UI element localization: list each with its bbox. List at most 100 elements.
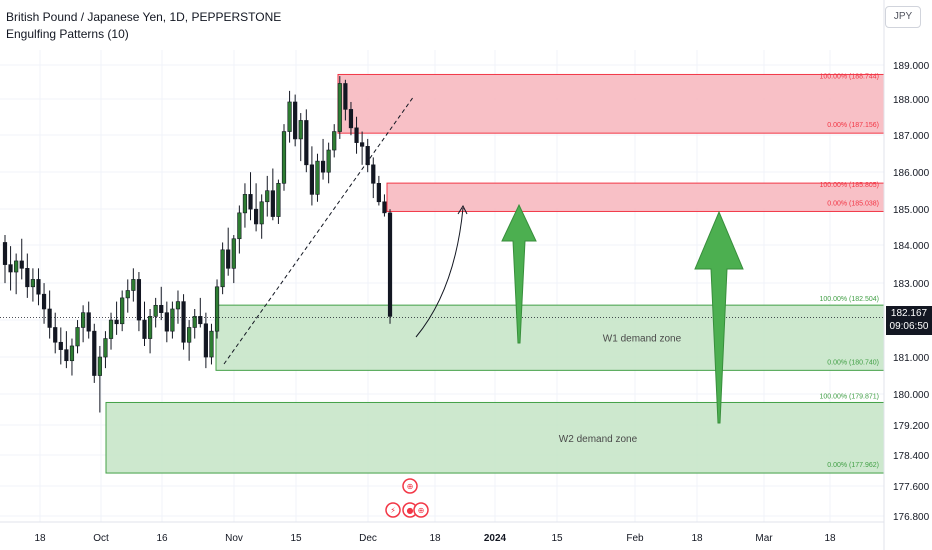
candle-bear <box>19 260 24 269</box>
y-tick-label: 178.400 <box>893 451 930 462</box>
x-tick-label: Oct <box>93 533 109 544</box>
zone-name-label: W2 demand zone <box>559 434 638 445</box>
event-lightning-icon-glyph: ⚡ <box>390 506 396 515</box>
candle-bull <box>192 316 197 328</box>
candle-bull <box>287 101 292 132</box>
candle-bear <box>309 164 315 195</box>
candle-bull <box>326 149 331 173</box>
demand-zone <box>215 304 885 371</box>
candle-bull <box>103 338 108 358</box>
x-tick-label: Feb <box>626 533 644 544</box>
candle-bull <box>69 345 75 362</box>
candle-bear <box>382 201 387 214</box>
candle-bull <box>125 290 130 299</box>
zone-name-label: W1 demand zone <box>603 334 682 345</box>
y-tick-label: 183.000 <box>893 279 930 290</box>
x-tick-label: 18 <box>429 533 441 544</box>
candle-bull <box>131 279 136 291</box>
symbol-title[interactable]: British Pound / Japanese Yen, 1D, PEPPER… <box>6 10 282 24</box>
y-tick-label: 187.000 <box>893 131 930 142</box>
event-flag-icon-2 <box>413 502 429 518</box>
y-tick-label: 189.000 <box>893 61 930 72</box>
x-tick-label: 15 <box>290 533 302 544</box>
currency-button[interactable]: JPY <box>885 6 921 28</box>
candle-bull <box>265 190 270 203</box>
curved-arrow <box>415 207 464 338</box>
candle-bear <box>159 304 164 313</box>
candle-bear <box>203 323 208 358</box>
event-flag-icon <box>402 478 418 494</box>
x-tick-label: 2024 <box>484 533 507 544</box>
supply-zone <box>386 182 885 212</box>
trend-line <box>223 95 415 365</box>
candle-bear <box>64 349 69 362</box>
zone-top-label: 100.00% (188.744) <box>819 73 879 80</box>
up-arrow-small <box>501 203 537 344</box>
y-tick-label: 185.000 <box>893 205 930 216</box>
candle-bear <box>226 249 231 269</box>
candle-bear <box>248 194 253 210</box>
demand-zone <box>105 401 885 474</box>
current-price-badge: 182.167 09:06:50 <box>886 306 932 335</box>
y-tick-label: 179.200 <box>893 421 930 432</box>
candle-bear <box>365 146 370 166</box>
event-lightning-icon <box>385 502 401 518</box>
y-tick-label: 181.000 <box>893 353 930 364</box>
candle-bull <box>81 312 86 328</box>
x-tick-label: 18 <box>824 533 836 544</box>
x-tick-label: Nov <box>225 533 243 544</box>
candle-bull <box>231 238 236 269</box>
x-tick-label: 18 <box>34 533 46 544</box>
y-tick-label: 176.800 <box>893 512 930 523</box>
candle-bear <box>181 301 186 343</box>
candle-bull <box>187 327 192 343</box>
candle-bear <box>320 160 326 173</box>
supply-zone <box>337 73 885 134</box>
candle-bear <box>92 330 97 376</box>
y-tick-label: 186.000 <box>893 168 930 179</box>
candle-bear <box>41 293 47 310</box>
y-tick-label: 177.600 <box>893 482 930 493</box>
candle-bear <box>142 319 147 339</box>
candle-bear <box>387 212 393 317</box>
candle-bull <box>298 120 303 140</box>
zone-bottom-label: 0.00% (187.156) <box>827 122 879 129</box>
zone-top-label: 100.00% (185.805) <box>819 182 879 189</box>
candle-bull <box>175 301 181 310</box>
candle-bear <box>304 120 309 166</box>
countdown-timer: 09:06:50 <box>889 321 929 332</box>
zone-top-label: 100.00% (179.871) <box>819 393 879 400</box>
candle-bull <box>242 194 248 214</box>
candle-bear <box>136 279 142 321</box>
candle-bear <box>58 341 63 350</box>
candle-bull <box>153 304 158 317</box>
candle-bull <box>276 182 281 217</box>
event-flag-icon-glyph: ⊕ <box>407 482 414 491</box>
candle-bull <box>259 201 264 225</box>
candle-bull <box>30 279 36 288</box>
candle-bear <box>8 264 13 273</box>
candle-bull <box>220 249 225 288</box>
candle-bull <box>332 131 337 151</box>
x-tick-label: Dec <box>359 533 377 544</box>
candle-bear <box>25 268 30 288</box>
zone-bottom-label: 0.00% (185.038) <box>827 200 879 207</box>
candle-bull <box>337 83 342 132</box>
candle-bear <box>53 327 58 343</box>
candle-bear <box>47 308 52 328</box>
y-tick-label: 188.000 <box>893 95 930 106</box>
indicator-label[interactable]: Engulfing Patterns (10) <box>6 27 129 41</box>
candle-bull <box>170 308 175 332</box>
candle-bull <box>315 160 320 195</box>
candle-bull <box>209 330 214 358</box>
candle-bear <box>36 279 41 295</box>
candle-bull <box>75 327 80 347</box>
curved-arrow-head <box>457 204 468 215</box>
candle-bear <box>270 190 275 217</box>
zone-bottom-label: 0.00% (177.962) <box>827 462 879 469</box>
candle-bear <box>354 127 359 143</box>
candle-bull <box>120 297 125 325</box>
candle-bull <box>14 260 19 273</box>
